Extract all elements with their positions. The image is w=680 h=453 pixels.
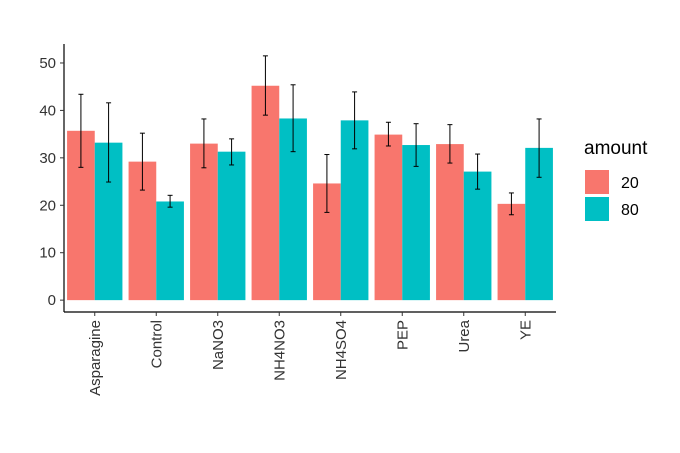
- x-tick-label-urea: Urea: [456, 319, 473, 352]
- error-bar-80-nano3: [229, 138, 235, 166]
- error-bar-80-asparagine: [106, 102, 112, 183]
- x-tick-label-pep: PEP: [394, 320, 411, 350]
- error-bar-80-control: [167, 194, 173, 208]
- x-tick-label-asparagine: Asparagine: [87, 320, 104, 396]
- error-bar-20-nano3: [201, 118, 207, 169]
- y-tick-label: 20: [39, 197, 56, 214]
- y-tick-label: 30: [39, 150, 56, 167]
- bar-80-urea: [463, 171, 492, 301]
- error-bar-80-nh4no3: [290, 84, 296, 153]
- error-bar-20-control: [139, 132, 145, 191]
- y-tick-label: 50: [39, 55, 56, 72]
- error-bar-20-urea: [447, 124, 453, 164]
- error-bar-20-nh4so4: [324, 154, 330, 213]
- bar-20-urea: [436, 144, 464, 301]
- legend: amount 20 80: [584, 138, 648, 221]
- bar-20-nh4no3: [251, 85, 280, 301]
- error-bar-20-pep: [385, 121, 391, 147]
- bar-80-nh4so4: [340, 120, 369, 301]
- bar-80-pep: [402, 145, 430, 301]
- error-bar-80-nh4so4: [352, 91, 358, 150]
- y-axis-ticks: 0 10 20 30 40 50: [39, 55, 64, 309]
- series-20-bars: [67, 85, 526, 301]
- bar-80-control: [156, 201, 184, 301]
- bar-20-nano3: [190, 143, 218, 301]
- error-bar-20-ye: [508, 192, 514, 216]
- legend-title: amount: [584, 138, 648, 159]
- bar-20-ye: [497, 203, 526, 301]
- bar-20-pep: [374, 134, 403, 301]
- x-tick-label-control: Control: [148, 320, 165, 368]
- x-tick-label-nh4so4: NH4SO4: [333, 320, 350, 380]
- error-bar-20-asparagine: [78, 93, 84, 168]
- legend-key-20: [585, 170, 609, 194]
- y-tick-label: 40: [39, 102, 56, 119]
- series-80-bars: [94, 118, 553, 301]
- legend-key-80: [585, 197, 609, 221]
- y-tick-label: 10: [39, 245, 56, 262]
- bar-80-nano3: [217, 151, 246, 301]
- error-bar-80-urea: [475, 153, 481, 190]
- error-bar-80-ye: [536, 118, 542, 178]
- error-bars: [78, 55, 542, 216]
- legend-label-20: 20: [621, 175, 639, 192]
- x-axis-ticks: Asparagine Control NaNO3 NH4NO3 NH4SO4 PEP Ure…: [87, 312, 534, 396]
- x-tick-label-nano3: NaNO3: [210, 320, 227, 370]
- error-bar-80-pep: [413, 123, 419, 167]
- y-tick-label: 0: [48, 292, 56, 309]
- error-bar-20-nh4no3: [262, 55, 268, 116]
- x-tick-label-ye: YE: [517, 320, 534, 340]
- legend-label-80: 80: [621, 202, 639, 219]
- x-tick-label-nh4no3: NH4NO3: [271, 320, 288, 381]
